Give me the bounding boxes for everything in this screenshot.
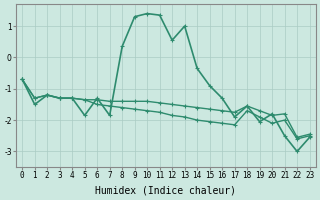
X-axis label: Humidex (Indice chaleur): Humidex (Indice chaleur): [95, 186, 236, 196]
